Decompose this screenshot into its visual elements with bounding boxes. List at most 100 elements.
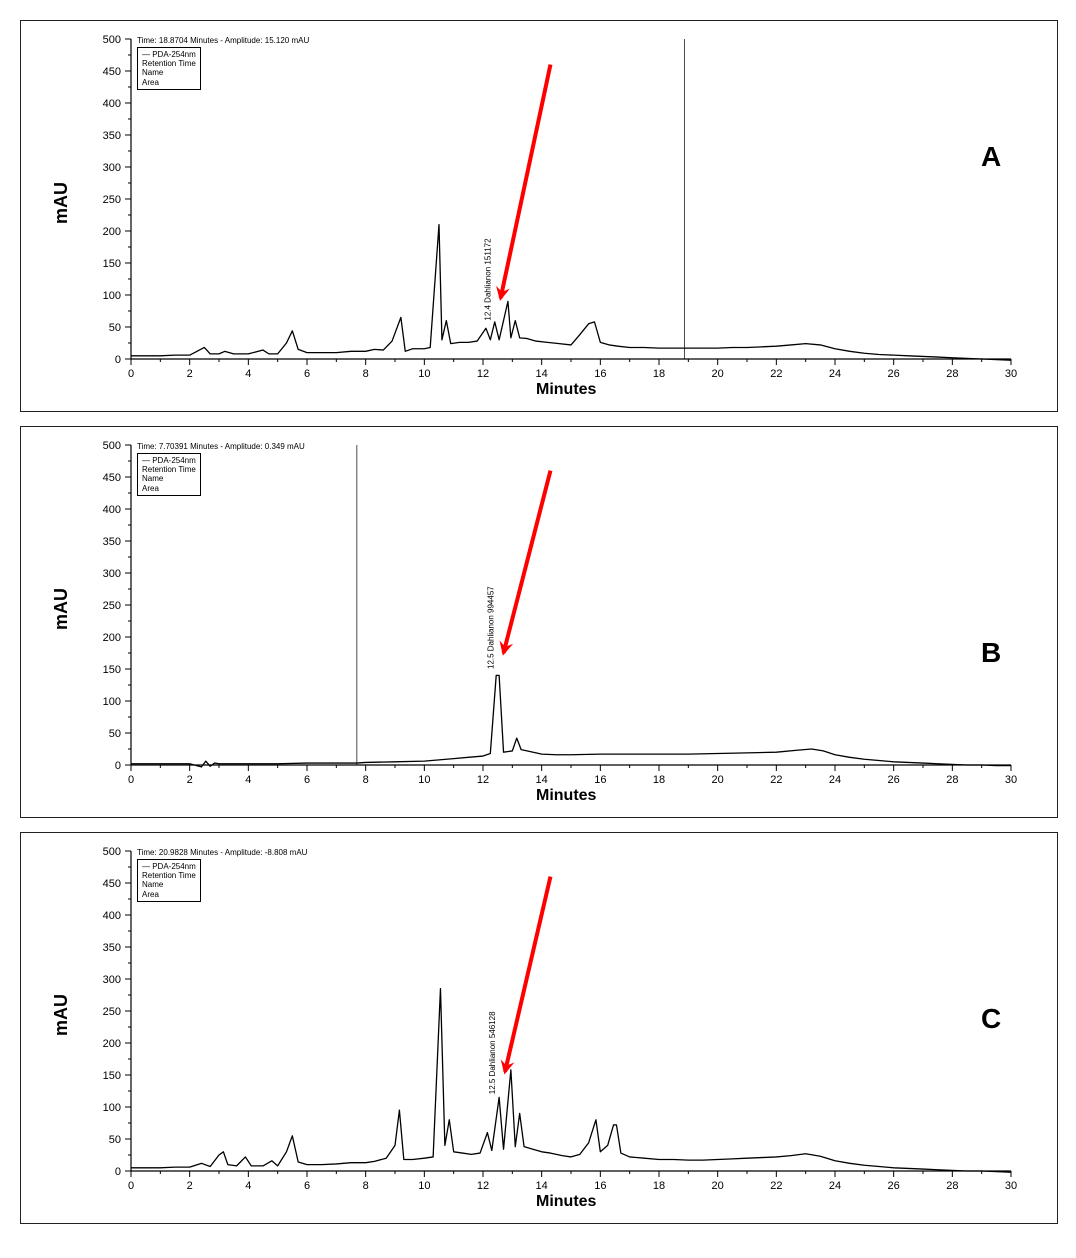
- chromatogram-panel-B: 0501001502002503003504004505000246810121…: [20, 426, 1058, 818]
- y-axis-label: mAU: [51, 588, 72, 630]
- svg-text:250: 250: [103, 600, 121, 612]
- svg-text:12: 12: [477, 1180, 489, 1192]
- svg-text:4: 4: [245, 1180, 251, 1192]
- peak-label: 12.5 Dahlianon 994457: [487, 586, 496, 669]
- svg-text:16: 16: [594, 1180, 606, 1192]
- svg-text:50: 50: [109, 728, 121, 740]
- svg-text:450: 450: [103, 472, 121, 484]
- chromatogram-panel-A: 0501001502002503003504004505000246810121…: [20, 20, 1058, 412]
- y-axis-label: mAU: [51, 994, 72, 1036]
- svg-text:500: 500: [103, 440, 121, 452]
- annotation-arrow: [504, 471, 551, 653]
- peak-label: 12.4 Dahlianon 151172: [484, 238, 493, 321]
- svg-text:8: 8: [363, 368, 369, 380]
- header-time-amplitude: Time: 20.9828 Minutes - Amplitude: -8.80…: [137, 849, 307, 858]
- svg-text:20: 20: [712, 1180, 724, 1192]
- svg-text:10: 10: [418, 368, 430, 380]
- panel-letter: B: [981, 637, 1001, 669]
- svg-text:18: 18: [653, 368, 665, 380]
- svg-text:150: 150: [103, 1070, 121, 1082]
- svg-text:28: 28: [946, 1180, 958, 1192]
- chromatogram-trace: [131, 225, 1011, 361]
- svg-text:8: 8: [363, 1180, 369, 1192]
- svg-text:8: 8: [363, 774, 369, 786]
- svg-text:6: 6: [304, 1180, 310, 1192]
- svg-text:50: 50: [109, 1134, 121, 1146]
- svg-text:16: 16: [594, 368, 606, 380]
- chromatogram-trace: [131, 989, 1011, 1173]
- svg-text:400: 400: [103, 98, 121, 110]
- svg-text:16: 16: [594, 774, 606, 786]
- svg-text:14: 14: [536, 774, 548, 786]
- svg-text:20: 20: [712, 368, 724, 380]
- svg-text:30: 30: [1005, 774, 1017, 786]
- figure-root: 0501001502002503003504004505000246810121…: [20, 20, 1056, 1224]
- svg-text:24: 24: [829, 774, 841, 786]
- svg-text:350: 350: [103, 942, 121, 954]
- svg-text:0: 0: [115, 1166, 121, 1178]
- svg-text:400: 400: [103, 910, 121, 922]
- svg-text:200: 200: [103, 632, 121, 644]
- x-axis-label: Minutes: [536, 1193, 596, 1211]
- svg-text:6: 6: [304, 368, 310, 380]
- svg-text:0: 0: [115, 760, 121, 772]
- y-axis-label: mAU: [51, 182, 72, 224]
- svg-text:28: 28: [946, 368, 958, 380]
- svg-text:30: 30: [1005, 368, 1017, 380]
- svg-text:250: 250: [103, 1006, 121, 1018]
- svg-text:0: 0: [128, 1180, 134, 1192]
- svg-text:22: 22: [770, 368, 782, 380]
- svg-text:28: 28: [946, 774, 958, 786]
- plot-svg: 0501001502002503003504004505000246810121…: [131, 445, 1011, 805]
- svg-text:12: 12: [477, 368, 489, 380]
- svg-text:450: 450: [103, 878, 121, 890]
- svg-text:4: 4: [245, 774, 251, 786]
- svg-text:20: 20: [712, 774, 724, 786]
- svg-text:18: 18: [653, 774, 665, 786]
- plot-svg: 0501001502002503003504004505000246810121…: [131, 851, 1011, 1211]
- svg-text:2: 2: [187, 774, 193, 786]
- header-time-amplitude: Time: 7.70391 Minutes - Amplitude: 0.349…: [137, 443, 305, 452]
- panel-letter: A: [981, 141, 1001, 173]
- svg-text:450: 450: [103, 66, 121, 78]
- chromatogram-panel-C: 0501001502002503003504004505000246810121…: [20, 832, 1058, 1224]
- svg-text:26: 26: [888, 1180, 900, 1192]
- svg-text:2: 2: [187, 1180, 193, 1192]
- svg-text:24: 24: [829, 368, 841, 380]
- svg-text:14: 14: [536, 1180, 548, 1192]
- header-time-amplitude: Time: 18.8704 Minutes - Amplitude: 15.12…: [137, 37, 309, 46]
- annotation-arrow: [501, 65, 551, 299]
- svg-text:22: 22: [770, 774, 782, 786]
- svg-text:0: 0: [128, 774, 134, 786]
- peak-label: 12.5 Dahlianon 546128: [488, 1011, 497, 1094]
- legend-box: — PDA-254nmRetention TimeNameArea: [137, 859, 201, 902]
- plot-svg: 0501001502002503003504004505000246810121…: [131, 39, 1011, 399]
- svg-text:30: 30: [1005, 1180, 1017, 1192]
- svg-text:500: 500: [103, 846, 121, 858]
- svg-text:10: 10: [418, 1180, 430, 1192]
- svg-text:200: 200: [103, 226, 121, 238]
- svg-text:100: 100: [103, 1102, 121, 1114]
- svg-text:150: 150: [103, 258, 121, 270]
- svg-text:350: 350: [103, 130, 121, 142]
- x-axis-label: Minutes: [536, 381, 596, 399]
- chromatogram-trace: [131, 675, 1011, 767]
- svg-text:18: 18: [653, 1180, 665, 1192]
- svg-text:26: 26: [888, 368, 900, 380]
- svg-text:500: 500: [103, 34, 121, 46]
- svg-text:12: 12: [477, 774, 489, 786]
- svg-text:22: 22: [770, 1180, 782, 1192]
- svg-text:350: 350: [103, 536, 121, 548]
- svg-text:400: 400: [103, 504, 121, 516]
- svg-text:300: 300: [103, 568, 121, 580]
- svg-text:300: 300: [103, 162, 121, 174]
- svg-text:0: 0: [128, 368, 134, 380]
- svg-text:150: 150: [103, 664, 121, 676]
- svg-text:100: 100: [103, 290, 121, 302]
- svg-text:6: 6: [304, 774, 310, 786]
- svg-text:4: 4: [245, 368, 251, 380]
- svg-text:100: 100: [103, 696, 121, 708]
- legend-box: — PDA-254nmRetention TimeNameArea: [137, 453, 201, 496]
- svg-text:2: 2: [187, 368, 193, 380]
- svg-text:24: 24: [829, 1180, 841, 1192]
